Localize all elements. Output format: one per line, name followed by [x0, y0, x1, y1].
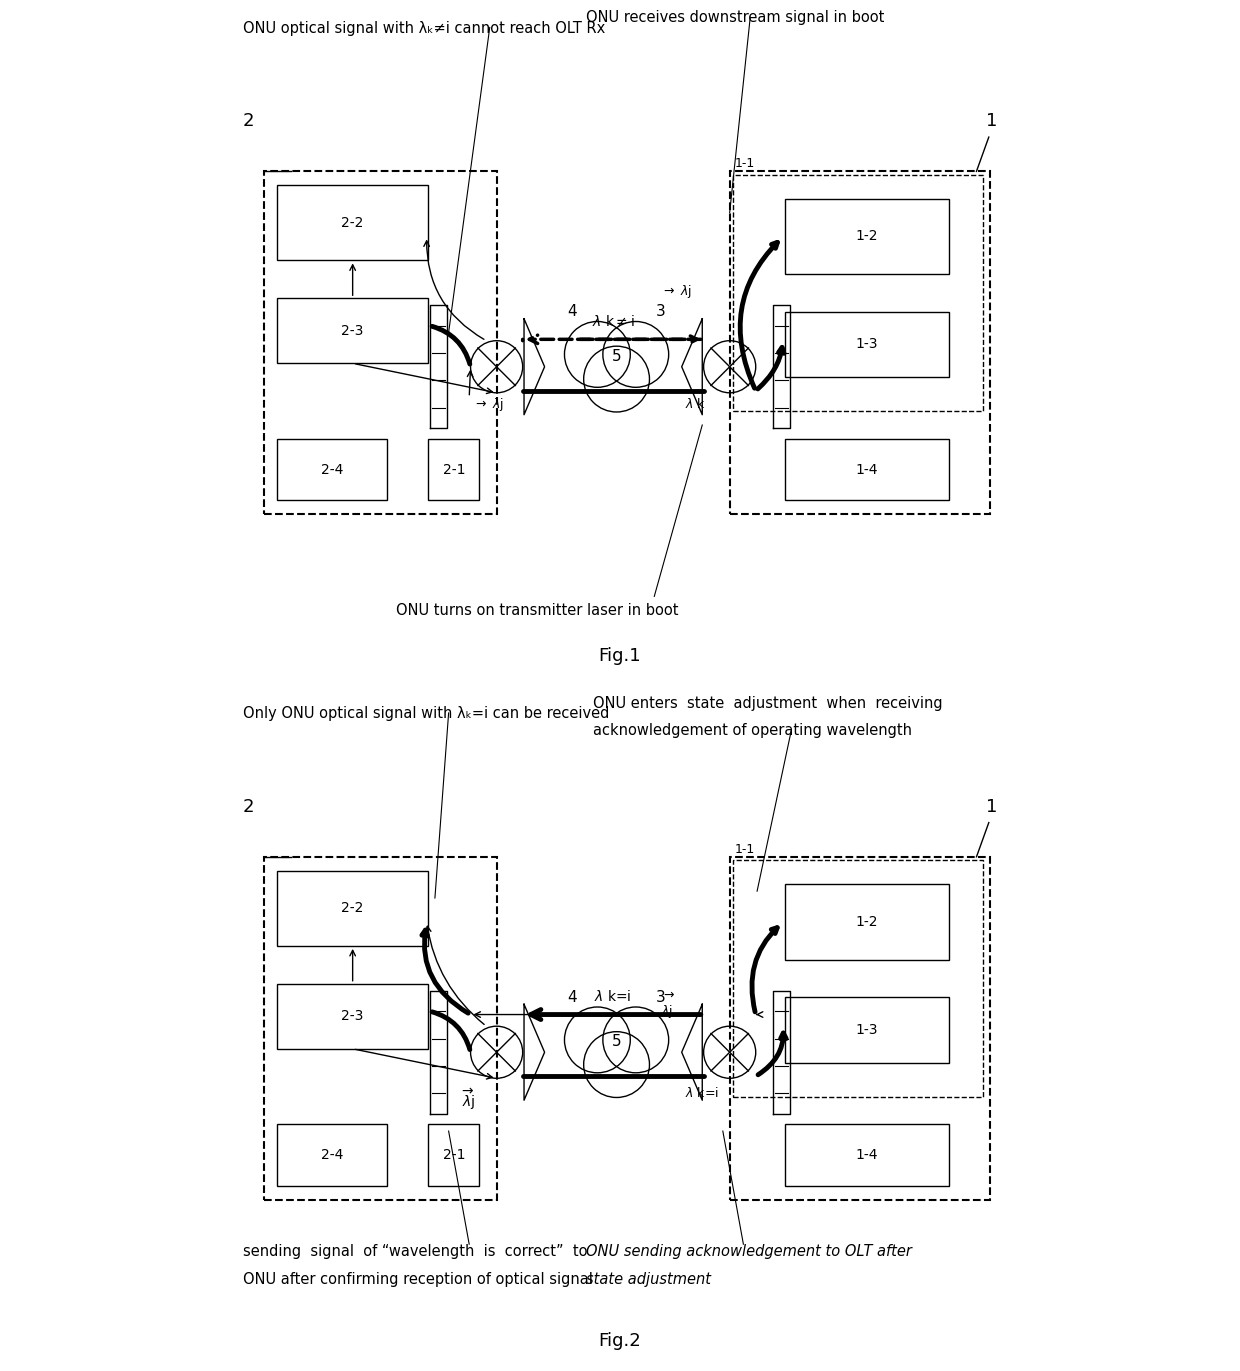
Text: 2-4: 2-4	[321, 1148, 343, 1163]
Text: 2: 2	[243, 798, 254, 816]
Text: Fig.1: Fig.1	[599, 647, 641, 665]
Bar	[278, 439, 387, 500]
Text: 2-4: 2-4	[321, 462, 343, 477]
Text: 2-2: 2-2	[341, 901, 363, 916]
Text: ONU turns on transmitter laser in boot: ONU turns on transmitter laser in boot	[397, 603, 680, 618]
Bar	[733, 174, 983, 411]
Text: 3: 3	[656, 990, 666, 1005]
Text: 1-3: 1-3	[856, 1023, 878, 1036]
Bar	[278, 1124, 387, 1186]
Bar	[733, 861, 983, 1097]
Text: 2-1: 2-1	[443, 462, 465, 477]
Text: Only ONU optical signal with λₖ=i can be received: Only ONU optical signal with λₖ=i can be…	[243, 706, 609, 721]
Text: 5: 5	[611, 350, 621, 363]
Text: 1-2: 1-2	[856, 914, 878, 930]
Bar	[729, 857, 991, 1200]
Text: sending  signal  of “wavelength  is  correct”  to: sending signal of “wavelength is correct…	[243, 1245, 588, 1259]
Bar	[785, 998, 949, 1063]
Text: $\lambda$ k$\neq$i: $\lambda$ k$\neq$i	[591, 314, 635, 329]
Bar	[785, 199, 949, 274]
Text: Fig.2: Fig.2	[599, 1333, 641, 1350]
Text: $\rightarrow$ $\lambda$j: $\rightarrow$ $\lambda$j	[472, 396, 503, 413]
Text: $\rightarrow$: $\rightarrow$	[661, 987, 676, 1001]
Text: 1-3: 1-3	[856, 337, 878, 351]
Bar	[428, 1124, 480, 1186]
Text: ONU after confirming reception of optical signal: ONU after confirming reception of optica…	[243, 1272, 593, 1286]
Text: ONU receives downstream signal in boot: ONU receives downstream signal in boot	[585, 11, 884, 25]
Bar	[428, 439, 480, 500]
Text: 5: 5	[611, 1035, 621, 1049]
Text: 1-1: 1-1	[735, 843, 755, 856]
Text: 2-3: 2-3	[341, 1009, 363, 1023]
Text: 2: 2	[243, 112, 254, 130]
Bar	[785, 1124, 949, 1186]
Bar	[278, 984, 428, 1049]
Text: 1-1: 1-1	[735, 158, 755, 170]
Text: ONU enters  state  adjustment  when  receiving: ONU enters state adjustment when receivi…	[593, 696, 942, 710]
Text: 2-3: 2-3	[341, 324, 363, 337]
Text: 1-2: 1-2	[856, 229, 878, 244]
Text: $\overrightarrow{\lambda}$j: $\overrightarrow{\lambda}$j	[463, 1086, 476, 1112]
Text: $\rightarrow$ $\lambda$j: $\rightarrow$ $\lambda$j	[661, 282, 692, 300]
Text: 4: 4	[567, 990, 577, 1005]
Bar	[785, 313, 949, 377]
Text: $\lambda$ k: $\lambda$ k	[686, 396, 707, 411]
Text: 3: 3	[656, 304, 666, 319]
Text: 1-4: 1-4	[856, 462, 878, 477]
Text: 1-4: 1-4	[856, 1148, 878, 1163]
Bar	[264, 857, 496, 1200]
Text: 2-2: 2-2	[341, 215, 363, 230]
Bar	[785, 439, 949, 500]
Text: $\lambda$ k=i: $\lambda$ k=i	[686, 1086, 719, 1100]
Bar	[278, 299, 428, 363]
Text: ONU optical signal with λₖ≠i cannot reach OLT Rx: ONU optical signal with λₖ≠i cannot reac…	[243, 21, 605, 36]
Text: 1: 1	[986, 798, 997, 816]
Bar	[264, 171, 496, 514]
Text: $\lambda$j: $\lambda$j	[661, 1002, 673, 1020]
Bar	[278, 185, 428, 260]
Bar	[729, 171, 991, 514]
Text: acknowledgement of operating wavelength: acknowledgement of operating wavelength	[593, 724, 911, 738]
Text: state adjustment: state adjustment	[585, 1272, 711, 1286]
Text: ONU sending acknowledgement to OLT after: ONU sending acknowledgement to OLT after	[585, 1245, 911, 1259]
Bar	[278, 871, 428, 946]
Bar	[785, 884, 949, 960]
Text: 2-1: 2-1	[443, 1148, 465, 1163]
Text: 4: 4	[567, 304, 577, 319]
Text: $\lambda$ k=i: $\lambda$ k=i	[594, 988, 632, 1004]
Text: 1: 1	[986, 112, 997, 130]
